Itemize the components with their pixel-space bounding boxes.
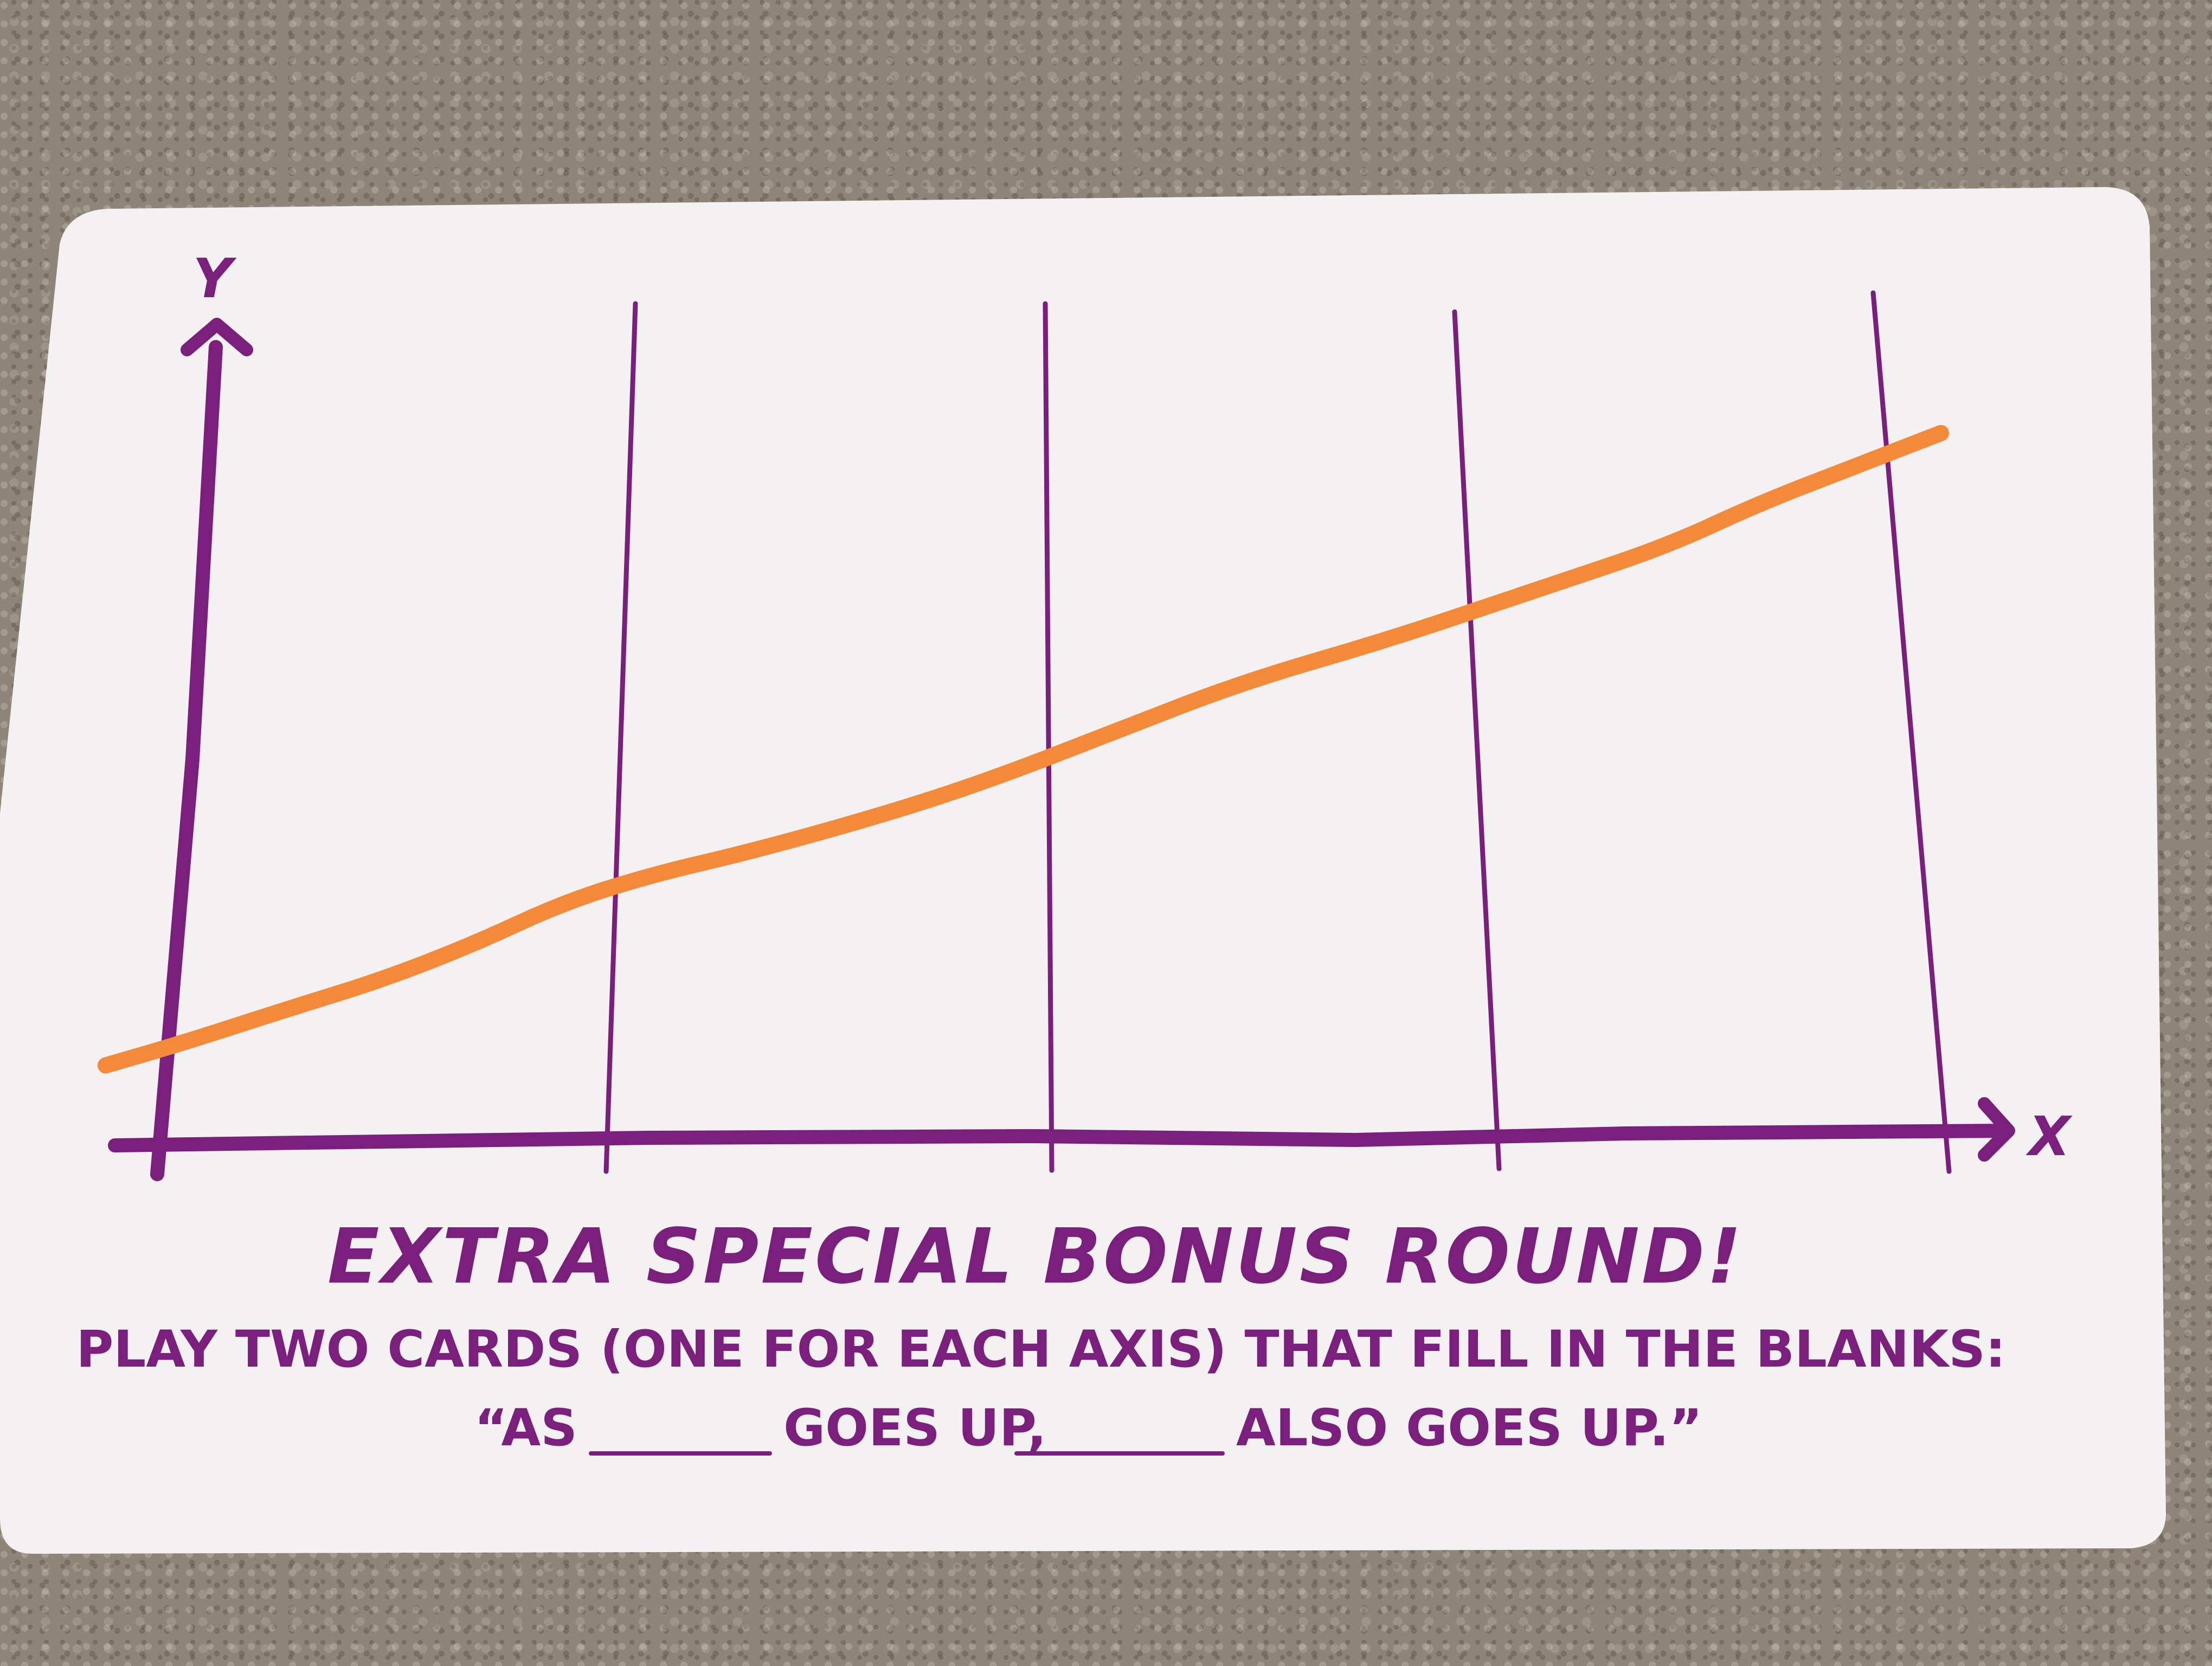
card-background (0, 187, 2166, 1554)
grid-line-4 (1870, 290, 1952, 1174)
x-axis-arrowhead (1978, 1097, 2015, 1162)
grid-line-3 (1452, 309, 1502, 1171)
data-series-line (98, 425, 1949, 1074)
grid-line-2 (1043, 301, 1054, 1173)
grid-line-1 (603, 301, 638, 1174)
x-axis-label: X (2025, 1105, 2073, 1168)
fill-in-prompt: “AS GOES UP, ALSO GOES UP.” (474, 1399, 1702, 1458)
prompt-part-3: ALSO GOES UP.” (1236, 1399, 1702, 1458)
y-axis-line (150, 340, 223, 1181)
x-axis-line (108, 1124, 2013, 1152)
prompt-part-2: GOES UP, (783, 1399, 1046, 1458)
prompt-part-1: “AS (474, 1399, 577, 1458)
card-title: EXTRA SPECIAL BONUS ROUND! (327, 1213, 1744, 1301)
y-axis-arrowhead (181, 318, 253, 356)
y-axis-label: Y (193, 247, 237, 310)
instruction-line-1: PLAY TWO CARDS (ONE FOR EACH AXIS) THAT … (76, 1320, 2006, 1379)
grid-lines (603, 290, 1952, 1174)
